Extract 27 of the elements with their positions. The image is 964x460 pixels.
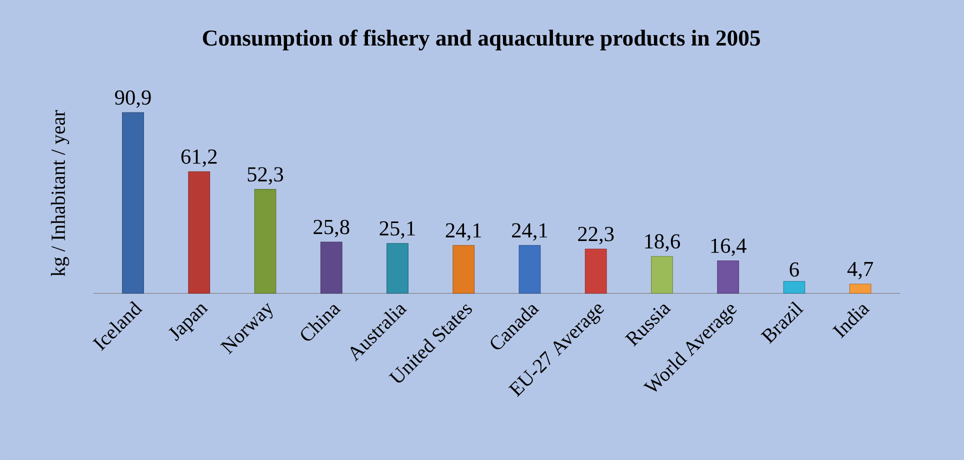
data-label: 16,4	[711, 238, 746, 256]
chart-title: Consumption of fishery and aquaculture products in 2005	[202, 30, 760, 50]
bar	[320, 242, 342, 294]
data-label: 6	[790, 262, 799, 277]
bar	[452, 245, 475, 294]
data-label: 90,9	[115, 90, 151, 108]
data-label: 61,2	[181, 150, 217, 167]
data-label: 25,1	[380, 221, 415, 239]
bar	[254, 189, 276, 294]
bar	[849, 284, 872, 294]
data-label: 24,1	[512, 223, 548, 241]
data-label: 25,8	[314, 220, 350, 238]
data-label: 4,7	[847, 262, 874, 280]
bar	[188, 171, 210, 294]
bar	[783, 281, 806, 294]
data-label: 22,3	[578, 226, 614, 244]
bar	[584, 248, 607, 294]
y-axis-title: kg / Inhabitant / year	[50, 110, 70, 276]
data-label: 24,1	[446, 223, 481, 241]
data-label: 18,6	[645, 234, 680, 252]
bar	[386, 243, 408, 294]
bar	[717, 260, 740, 294]
bar	[518, 245, 541, 294]
bar	[651, 256, 673, 294]
bar	[122, 112, 144, 294]
x-tick-label: India	[832, 305, 870, 338]
data-label: 52,3	[248, 167, 284, 185]
